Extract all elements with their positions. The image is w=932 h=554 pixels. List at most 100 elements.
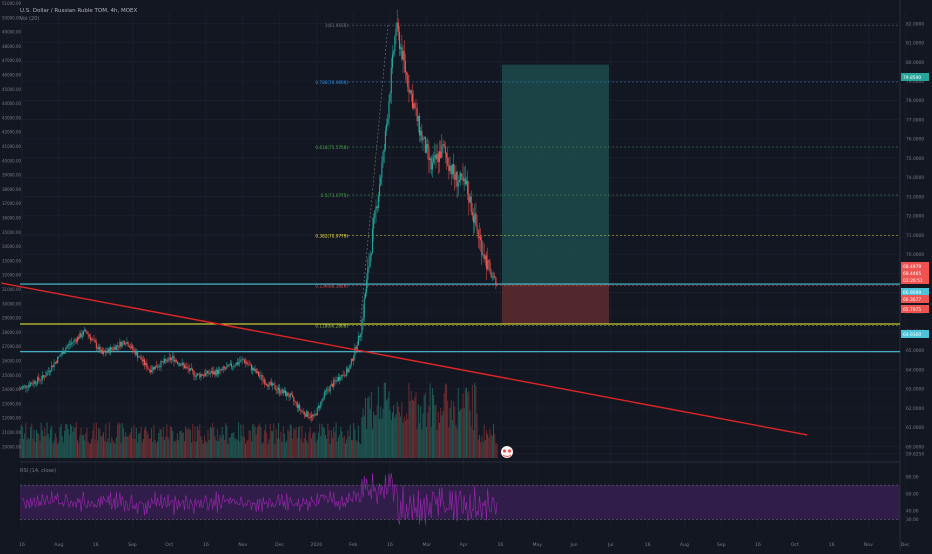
candle-body	[414, 103, 416, 108]
candle-body	[277, 387, 280, 391]
candle-body	[214, 371, 216, 376]
candle-body	[457, 182, 459, 187]
candle-body	[242, 359, 244, 361]
volume-bar	[231, 433, 232, 458]
target-zone	[502, 64, 609, 285]
candle-body	[270, 382, 272, 386]
candle-body	[219, 369, 221, 371]
price-tick-label: 78.0000	[906, 98, 924, 104]
candle-body	[95, 342, 97, 349]
replay-icon[interactable]	[501, 446, 513, 458]
candle-body	[40, 379, 42, 381]
candle-body	[134, 350, 136, 355]
candle-body	[100, 349, 102, 353]
volume-bar	[263, 430, 265, 458]
candle-body	[328, 390, 330, 392]
candle-body	[178, 363, 180, 364]
volume-bar	[245, 443, 247, 458]
volume-bar	[201, 440, 203, 458]
volume-bar	[94, 439, 96, 458]
volume-bar	[109, 442, 111, 458]
candle-body	[287, 392, 289, 397]
volume-bar	[198, 430, 200, 458]
volume-bar	[395, 414, 397, 458]
candle-body	[45, 375, 47, 378]
volume-bar	[200, 436, 202, 458]
time-axis[interactable]: 16 Aug 16 Sep Oct 16 Nov Dec 2020 Feb 16 Mar Apr 16 Ma…	[19, 542, 910, 548]
fibonacci-retracement[interactable]: 1(81.9155) 0.786(78.9600) 0.618(75.5750) 0.…	[315, 23, 900, 329]
volume-bar	[335, 422, 337, 458]
horizontal-levels[interactable]	[20, 283, 900, 353]
volume-bar	[296, 438, 298, 458]
volume-bar	[35, 429, 37, 458]
volume-bar	[40, 422, 42, 458]
candle-body	[415, 107, 417, 109]
price-axis[interactable]: 82.0000 81.0000 80.0000 79.0000 78.0000 77.00…	[906, 21, 924, 523]
candle-body	[125, 343, 127, 345]
volume-bar	[480, 442, 482, 458]
candle-body	[344, 375, 347, 377]
candle-body	[442, 144, 444, 145]
candle-body	[440, 151, 442, 158]
candle-body	[66, 346, 68, 349]
candle-body	[275, 389, 277, 391]
price-tick-label: 74.0000	[906, 175, 924, 181]
volume-bar	[363, 415, 365, 458]
candle-body	[489, 262, 491, 272]
price-tick-label: 81.0000	[906, 41, 924, 47]
volume-bar	[477, 439, 479, 458]
volume-bar	[494, 433, 496, 458]
trendline[interactable]	[1, 282, 808, 436]
candle-body	[145, 362, 147, 366]
volume-tick-label: 26000.00	[2, 359, 22, 364]
volume-bar	[255, 434, 257, 458]
volume-bar	[88, 443, 90, 458]
volume-bar	[111, 437, 113, 458]
price-tick-label: 62.0000	[906, 406, 924, 412]
price-tick-label: 60.0000	[906, 444, 924, 450]
volume-bar	[33, 429, 35, 458]
candle-body	[431, 162, 433, 170]
candle-body	[186, 366, 188, 368]
volume-bar	[420, 405, 422, 458]
candle-body	[468, 194, 470, 203]
candle-body	[50, 370, 52, 372]
volume-bar	[226, 425, 228, 458]
candle-body	[448, 164, 450, 171]
candle-body	[304, 414, 307, 417]
price-badge-label: 64.9300	[903, 332, 921, 338]
volume-bar	[490, 434, 492, 458]
candle-body	[105, 352, 107, 353]
candle-body	[67, 344, 69, 347]
candle-body	[62, 351, 65, 354]
candle-body	[48, 371, 50, 372]
candle-body	[286, 392, 288, 396]
volume-bar	[169, 426, 171, 458]
volume-bar	[162, 427, 164, 458]
candle-body	[126, 342, 128, 344]
volume-bar	[478, 434, 480, 458]
candle-body	[407, 74, 409, 88]
candle-body	[487, 260, 489, 270]
volume-bar	[219, 434, 221, 458]
candle-body	[350, 358, 352, 365]
position-box[interactable]	[502, 64, 609, 325]
candle-body	[290, 393, 292, 396]
volume-bar	[92, 430, 94, 458]
candle-body	[238, 362, 240, 365]
volume-bar	[300, 438, 302, 458]
candle-body	[494, 275, 496, 278]
volume-bar	[252, 424, 254, 458]
volume-bar	[417, 404, 419, 458]
candle-body	[192, 368, 194, 371]
volume-bar	[25, 422, 27, 458]
volume-bar	[307, 442, 309, 458]
candle-body	[25, 385, 27, 388]
price-tick-label: 80.0000	[906, 60, 924, 66]
volume-bar	[364, 397, 366, 458]
volume-bar	[178, 440, 180, 458]
candle-body	[160, 361, 162, 368]
candle-body	[205, 372, 207, 376]
